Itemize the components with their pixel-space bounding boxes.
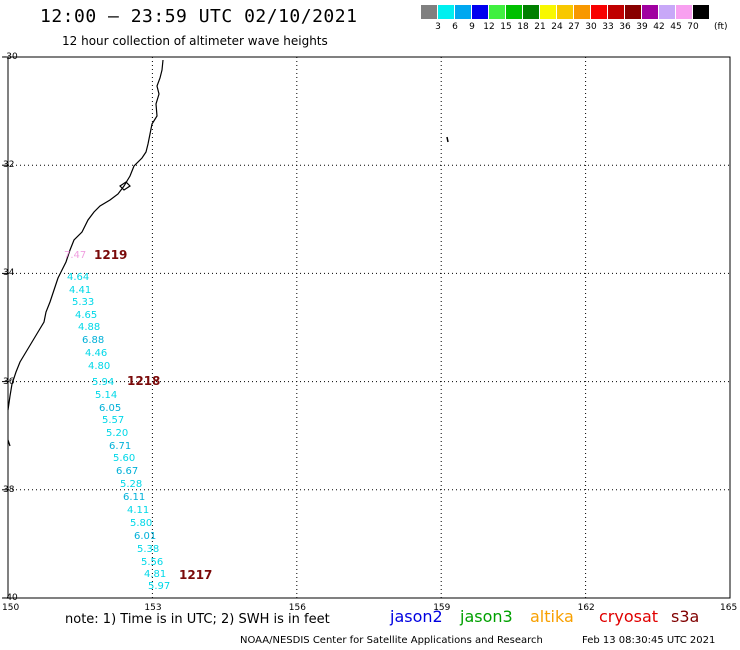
wave-height-label: 5.60 bbox=[113, 453, 136, 464]
wave-height-label: 5.80 bbox=[130, 518, 153, 529]
grid-lines bbox=[8, 57, 730, 598]
legend-label: 45 bbox=[670, 22, 682, 32]
wave-height-label: 4.41 bbox=[69, 285, 92, 296]
latitude-ticks bbox=[2, 56, 8, 599]
legend-swatches bbox=[421, 5, 710, 19]
latitude-label: 38 bbox=[3, 484, 15, 495]
pass-time-label: 1219 bbox=[94, 248, 128, 262]
satellite-jason2: jason2 bbox=[390, 607, 443, 626]
latitude-label: 36 bbox=[3, 376, 15, 387]
legend-swatch bbox=[693, 5, 710, 19]
legend-swatch bbox=[421, 5, 438, 19]
wave-height-label: 7.47 bbox=[64, 250, 87, 261]
lord-howe-island bbox=[446, 136, 449, 143]
credit-text: NOAA/NESDIS Center for Satellite Applica… bbox=[240, 635, 543, 646]
legend-label: 30 bbox=[585, 22, 597, 32]
wave-height-label: 5.56 bbox=[141, 557, 164, 568]
legend-swatch bbox=[659, 5, 676, 19]
legend-swatch bbox=[438, 5, 455, 19]
legend-labels: 3 6 9 12 15 18 21 24 27 30 33 36 39 42 45 70 bbox=[421, 22, 710, 34]
wave-height-label: 5.28 bbox=[120, 479, 143, 490]
wave-height-label: 6.01 bbox=[134, 531, 157, 542]
wave-height-label: 6.05 bbox=[99, 403, 122, 414]
legend-swatch bbox=[472, 5, 489, 19]
color-legend: 3 6 9 12 15 18 21 24 27 30 33 36 39 42 45 70 bbox=[421, 5, 710, 34]
wave-height-label: 4.64 bbox=[67, 272, 90, 283]
legend-label: 12 bbox=[483, 22, 495, 32]
wave-height-label: 5.33 bbox=[72, 297, 95, 308]
latitude-label: 32 bbox=[3, 160, 15, 171]
legend-label: 70 bbox=[687, 22, 699, 32]
legend-swatch bbox=[489, 5, 506, 19]
satellite-jason3: jason3 bbox=[460, 607, 513, 626]
legend-swatch bbox=[455, 5, 472, 19]
wave-height-label: 5.94 bbox=[92, 377, 115, 388]
pass-time-label: 1217 bbox=[179, 568, 213, 582]
satellite-s3a: s3a bbox=[671, 607, 700, 626]
coastline-south bbox=[7, 439, 11, 447]
legend-swatch bbox=[642, 5, 659, 19]
legend-label: 3 bbox=[435, 22, 441, 32]
legend-unit: (ft) bbox=[714, 22, 728, 32]
legend-label: 39 bbox=[636, 22, 648, 32]
legend-label: 24 bbox=[551, 22, 563, 32]
legend-label: 21 bbox=[534, 22, 546, 32]
legend-label: 36 bbox=[619, 22, 631, 32]
longitude-label: 159 bbox=[433, 603, 451, 613]
legend-label: 27 bbox=[568, 22, 580, 32]
legend-label: 42 bbox=[653, 22, 665, 32]
wave-height-label: 4.11 bbox=[127, 505, 150, 516]
longitude-label: 165 bbox=[720, 603, 738, 613]
coastline-island bbox=[119, 181, 131, 191]
latitude-label: 34 bbox=[3, 268, 15, 279]
latitude-label: -30 bbox=[3, 52, 18, 62]
wave-height-label: 4.81 bbox=[144, 569, 167, 580]
legend-swatch bbox=[557, 5, 574, 19]
wave-height-label: 4.88 bbox=[78, 322, 101, 333]
legend-swatch bbox=[625, 5, 642, 19]
legend-label: 9 bbox=[469, 22, 475, 32]
wave-height-label: 5.97 bbox=[148, 581, 171, 592]
wave-height-label: 4.46 bbox=[85, 348, 108, 359]
legend-swatch bbox=[676, 5, 693, 19]
legend-swatch bbox=[540, 5, 557, 19]
legend-label: 18 bbox=[517, 22, 529, 32]
legend-label: 15 bbox=[500, 22, 512, 32]
coastline bbox=[7, 59, 164, 411]
wave-height-label: 5.38 bbox=[137, 544, 160, 555]
satellite-cryosat: cryosat bbox=[599, 607, 659, 626]
footer-note: note: 1) Time is in UTC; 2) SWH is in fe… bbox=[65, 612, 330, 627]
longitude-label: 150 bbox=[2, 603, 20, 613]
wave-height-label: 6.88 bbox=[82, 335, 105, 346]
wave-height-label: 5.14 bbox=[95, 390, 118, 401]
wave-height-label: 6.11 bbox=[123, 492, 146, 503]
wave-height-label: 4.80 bbox=[88, 361, 111, 372]
map-frame bbox=[7, 56, 731, 599]
longitude-label: 153 bbox=[144, 603, 162, 613]
legend-swatch bbox=[523, 5, 540, 19]
wave-height-label: 6.67 bbox=[116, 466, 139, 477]
longitude-label: 156 bbox=[288, 603, 306, 613]
latitude-label: -40 bbox=[3, 593, 18, 603]
timestamp-text: Feb 13 08:30:45 UTC 2021 bbox=[582, 635, 716, 646]
legend-label: 33 bbox=[602, 22, 614, 32]
legend-swatch bbox=[608, 5, 625, 19]
wave-height-label: 5.20 bbox=[106, 428, 129, 439]
map-title: 12:00 – 23:59 UTC 02/10/2021 bbox=[40, 6, 358, 27]
wave-height-label: 5.57 bbox=[102, 415, 125, 426]
satellite-altika: altika bbox=[530, 607, 574, 626]
map-subtitle: 12 hour collection of altimeter wave hei… bbox=[62, 34, 328, 48]
wave-height-label: 6.71 bbox=[109, 441, 132, 452]
legend-swatch bbox=[574, 5, 591, 19]
wave-height-label: 4.65 bbox=[75, 310, 98, 321]
legend-label: 6 bbox=[452, 22, 458, 32]
legend-swatch bbox=[506, 5, 523, 19]
longitude-label: 162 bbox=[577, 603, 595, 613]
legend-swatch bbox=[591, 5, 608, 19]
pass-time-label: 1218 bbox=[127, 374, 161, 388]
